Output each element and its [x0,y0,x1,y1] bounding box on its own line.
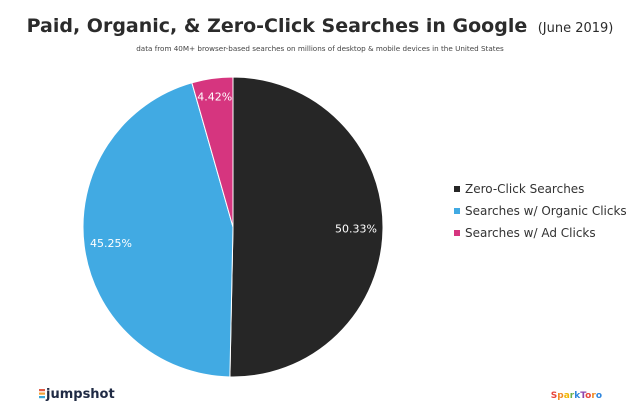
legend-swatch-2 [454,230,460,236]
slice-label-2: 4.42% [197,90,232,103]
slice-label-0: 50.33% [335,222,377,235]
jumpshot-logo-mark-2 [39,392,45,395]
legend-label-0: Zero-Click Searches [465,182,584,196]
sparktoro-logo: SparkToro [551,391,602,401]
chart-subtitle: data from 40M+ browser-based searches on… [136,44,504,53]
jumpshot-logo: jumpshot [39,387,115,402]
jumpshot-logo-text: jumpshot [45,387,115,402]
legend-swatch-1 [454,208,460,214]
pie-slice-1 [82,82,234,378]
slice-labels: 50.33% 45.25% 4.42% [90,90,377,249]
chart-title-date: (June 2019) [538,21,614,36]
pie [82,76,384,378]
legend: Zero-Click Searches Searches w/ Organic C… [454,182,627,240]
pie-slice-2 [191,76,234,228]
legend-label-2: Searches w/ Ad Clicks [465,226,596,240]
jumpshot-logo-mark-1 [39,389,45,392]
pie-slice-0 [229,76,384,378]
chart-title: Paid, Organic, & Zero-Click Searches in … [27,15,614,37]
legend-swatch-0 [454,186,460,192]
slice-label-1: 45.25% [90,237,132,250]
chart-title-main: Paid, Organic, & Zero-Click Searches in … [27,15,528,37]
legend-label-1: Searches w/ Organic Clicks [465,204,627,218]
jumpshot-logo-mark-3 [39,396,45,399]
